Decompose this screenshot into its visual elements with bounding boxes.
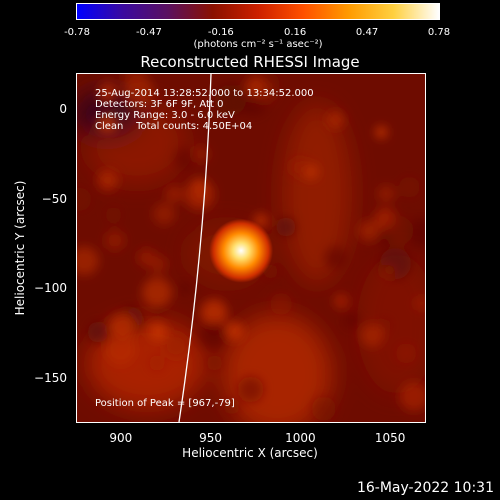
- texture-blob: [77, 187, 92, 212]
- x-axis-label: Heliocentric X (arcsec): [182, 446, 318, 460]
- texture-blob: [200, 299, 228, 327]
- texture-blob: [324, 246, 347, 269]
- colorbar-tick-label: 0.47: [355, 27, 379, 38]
- texture-blob: [333, 293, 349, 309]
- texture-blob: [206, 355, 223, 371]
- texture-blobs: [77, 74, 425, 421]
- texture-blob: [105, 335, 136, 365]
- colorbar: [76, 3, 440, 20]
- texture-blob: [326, 111, 345, 129]
- texture-blob: [97, 113, 118, 133]
- texture-blob: [97, 169, 118, 191]
- texture-blob: [111, 314, 136, 338]
- texture-blob: [199, 321, 227, 349]
- colorbar-tick-label: -0.47: [135, 27, 162, 38]
- chart-title: Reconstructed RHESSI Image: [140, 53, 360, 71]
- texture-blob: [399, 176, 420, 198]
- heatmap-image: [77, 74, 425, 422]
- texture-blob: [270, 293, 292, 315]
- texture-blob: [142, 277, 172, 308]
- texture-blob: [381, 264, 396, 279]
- texture-blob: [77, 246, 99, 276]
- texture-blob: [224, 321, 244, 341]
- colorbar-tick-label: 0.16: [283, 27, 307, 38]
- y-tick-label: −150: [34, 371, 67, 386]
- texture-blob: [375, 126, 388, 139]
- colorbar-tick-label: -0.16: [207, 27, 234, 38]
- texture-blob: [399, 381, 425, 412]
- texture-blob: [183, 178, 216, 211]
- texture-blob: [163, 333, 189, 359]
- colorbar-tick-label: 0.78: [427, 27, 451, 38]
- texture-blob: [414, 295, 425, 311]
- heatmap-plot: [76, 73, 426, 423]
- info-line-4: Clean Total counts: 4.50E+04: [95, 121, 253, 132]
- colorbar-tick-label: -0.78: [64, 27, 90, 38]
- texture-blob: [191, 145, 210, 164]
- x-tick-label: 1000: [285, 431, 316, 445]
- texture-blob: [105, 206, 122, 224]
- texture-blob: [396, 343, 417, 364]
- colorbar-unit: (photons cm⁻² s⁻¹ asec⁻²): [193, 39, 323, 50]
- timestamp: 16-May-2022 10:31: [356, 480, 494, 496]
- texture-blob: [237, 376, 264, 403]
- texture-blob: [104, 230, 125, 251]
- texture-blob: [165, 185, 183, 203]
- peak-source: [209, 218, 274, 283]
- texture-blob: [223, 398, 240, 415]
- texture-blob: [122, 74, 147, 87]
- texture-blob: [276, 217, 296, 237]
- y-tick-label: −50: [41, 191, 67, 206]
- texture-blob: [377, 185, 395, 203]
- info-line-2: Detectors: 3F 6F 9F, Att 0: [95, 99, 224, 110]
- info-line-3: Energy Range: 3.0 - 6.0 keV: [95, 110, 235, 121]
- solar-limb-line: [178, 74, 212, 422]
- texture-blob: [360, 323, 384, 348]
- texture-blob: [289, 157, 309, 177]
- x-tick-label: 900: [109, 431, 133, 445]
- x-tick-label: 1050: [374, 431, 406, 445]
- texture-blob: [343, 311, 361, 330]
- peak-position-label: Position of Peak = [967,-79]: [95, 398, 235, 409]
- x-tick-label: 950: [199, 431, 223, 445]
- texture-blob: [148, 322, 168, 341]
- texture-blob: [173, 147, 196, 170]
- y-tick-label: −100: [34, 281, 67, 296]
- texture-blob: [178, 281, 192, 295]
- texture-blob: [214, 84, 246, 116]
- texture-blob: [153, 202, 176, 225]
- info-line-1: 25-Aug-2014 13:28:52.000 to 13:34:52.000: [95, 88, 314, 99]
- texture-blob: [358, 220, 380, 242]
- colorbar-gradient: [77, 4, 439, 19]
- texture-blob: [254, 81, 276, 103]
- texture-blob: [311, 396, 336, 421]
- texture-blob: [149, 355, 165, 371]
- texture-blob: [384, 216, 414, 246]
- texture-blob: [137, 248, 156, 267]
- texture-blob: [97, 89, 114, 106]
- y-axis-label: Heliocentric Y (arcsec): [13, 180, 27, 316]
- y-tick-label: 0: [59, 101, 67, 116]
- texture-blob: [87, 321, 109, 343]
